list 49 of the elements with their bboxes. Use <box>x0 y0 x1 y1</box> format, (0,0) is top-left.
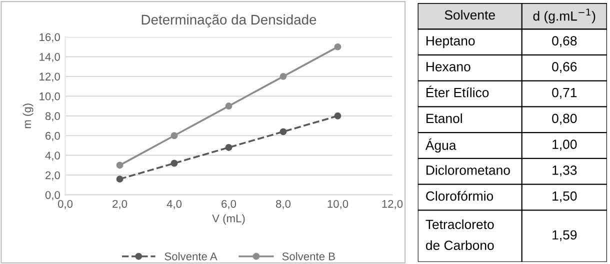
y-tick-label: 16,0 <box>40 33 60 42</box>
x-tick-label: 10,0 <box>328 200 348 210</box>
y-tick-label: 14,0 <box>40 52 60 62</box>
x-tick-label: 12,0 <box>382 200 403 210</box>
point <box>170 132 178 140</box>
point <box>116 176 124 183</box>
y-tick-label: 8,0 <box>45 112 60 122</box>
text: Solvente <box>444 10 495 20</box>
chart-title: Determinação da Densidade <box>142 14 316 28</box>
text: 0,71 <box>552 88 577 99</box>
x-tick-label: 2,0 <box>112 200 128 210</box>
y-tick-label: 0,0 <box>45 191 60 200</box>
text: 0,66 <box>552 62 577 73</box>
legend-label: Solvente B <box>282 252 335 260</box>
text: 1,00 <box>552 140 577 151</box>
text: 0,68 <box>552 36 577 48</box>
point <box>334 43 342 50</box>
point <box>280 72 287 80</box>
x-tick-label: 4,0 <box>166 200 182 210</box>
point <box>280 128 287 136</box>
point <box>116 162 124 169</box>
point <box>225 102 232 110</box>
y-tick-label: 4,0 <box>45 152 60 161</box>
point <box>225 144 232 151</box>
category-label: Diclorometano <box>426 165 510 175</box>
x-tick-label: 0,0 <box>58 200 73 210</box>
category-label: Tetracloreto de Carbono <box>426 219 494 250</box>
y-tick-label: 2,0 <box>46 171 60 181</box>
category-label: Hexano <box>426 62 470 72</box>
y-axis-title: m (g) <box>22 104 34 128</box>
text: 0,80 <box>552 114 577 125</box>
text: 1,50 <box>552 191 577 202</box>
category-label: Água <box>425 138 456 153</box>
category-label: Heptano <box>426 36 475 48</box>
legend-label: Solvente A <box>164 252 218 260</box>
text: 1,59 <box>552 230 577 242</box>
y-tick-label: 10,0 <box>40 92 60 102</box>
y-tick-label: 6,0 <box>46 132 60 142</box>
text: 1,33 <box>552 166 577 176</box>
category-label: Etanol <box>426 113 462 124</box>
y-tick-label: 12,0 <box>40 72 60 82</box>
category-label: Clorofórmio <box>426 190 494 201</box>
text: d (g.mL$^{−1}$) <box>533 8 596 24</box>
point <box>334 112 342 120</box>
x-tick-label: 6,0 <box>222 200 236 210</box>
x-axis-title: V (mL) <box>212 214 245 225</box>
x-tick-label: 8,0 <box>276 200 291 210</box>
point <box>170 160 178 167</box>
category-label: Éter Etílico <box>426 86 489 98</box>
